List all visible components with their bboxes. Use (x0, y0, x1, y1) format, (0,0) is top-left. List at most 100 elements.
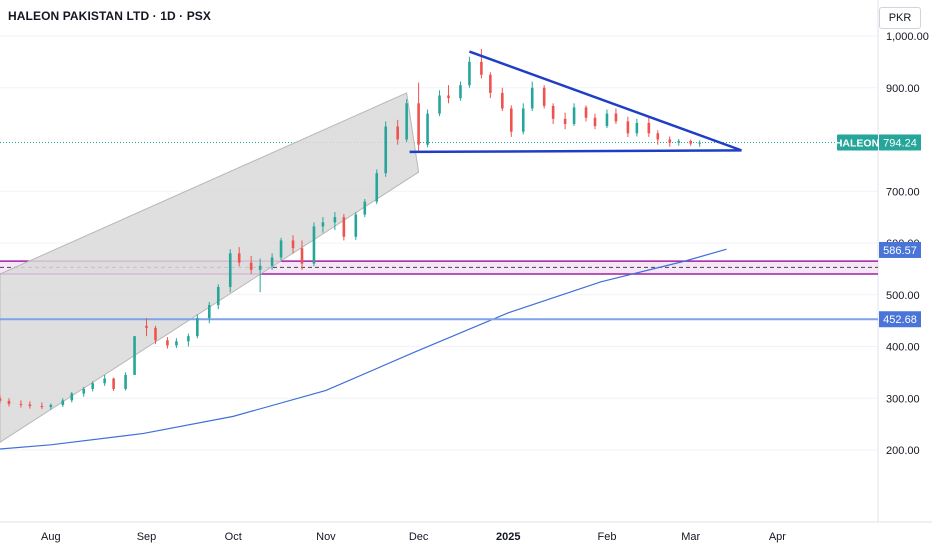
level-badge (879, 241, 921, 258)
up-candle (384, 121, 388, 177)
candle-body (354, 214, 358, 237)
ticker-tag-text: HALEON (835, 137, 879, 149)
candle-body (291, 240, 295, 249)
down-candle (489, 72, 492, 99)
down-candle (112, 377, 115, 392)
candle-body (447, 95, 450, 99)
candle-body (187, 336, 190, 342)
candle-body (154, 327, 157, 341)
down-candle (626, 116, 630, 137)
x-tick-label: Oct (225, 531, 242, 543)
candle-body (91, 383, 94, 389)
down-candle (154, 325, 157, 344)
candles (0, 48, 701, 410)
triangle-pattern (409, 50, 742, 154)
candle-body (509, 108, 513, 132)
up-candle (521, 103, 525, 135)
candle-body (40, 406, 44, 408)
up-candle (133, 336, 136, 375)
down-candle (593, 113, 597, 130)
down-candle (249, 255, 253, 275)
up-candle (677, 138, 681, 146)
up-candle (258, 258, 262, 293)
x-tick-label: Dec (409, 531, 429, 543)
up-candle (321, 217, 325, 233)
candle-body (626, 121, 630, 134)
candle-body (426, 113, 429, 145)
y-tick-label: 1,000.00 (886, 31, 929, 43)
level-badge (879, 311, 921, 328)
down-candle (584, 105, 588, 122)
down-candle (417, 82, 420, 153)
up-candle (49, 403, 53, 410)
down-candle (563, 112, 567, 130)
price-labels: HALEON 794.24 586.57 452.68 (835, 134, 921, 328)
down-candle (40, 402, 44, 410)
x-tick-label: 2025 (496, 531, 520, 543)
down-candle (300, 240, 304, 270)
y-tick-label: 400.00 (886, 342, 920, 354)
candle-body (542, 87, 546, 106)
candle-body (258, 265, 262, 270)
triangle-upper-line (469, 50, 742, 152)
candle-body (521, 108, 525, 132)
level-label: 452.68 (879, 311, 921, 328)
down-candle (19, 400, 23, 408)
ticker-tag (837, 134, 878, 151)
x-tick-label: Aug (41, 531, 61, 543)
candle-body (103, 378, 106, 384)
candle-body (593, 117, 597, 127)
candle-body (459, 85, 462, 99)
currency-button[interactable]: PKR (879, 7, 921, 29)
candle-body (405, 103, 408, 140)
up-candle (572, 103, 576, 127)
candle-body (61, 400, 65, 405)
candle-body (584, 107, 588, 118)
down-candle (237, 247, 241, 267)
y-tick-label: 900.00 (886, 83, 920, 95)
candle-body (635, 122, 639, 134)
moving-average (0, 248, 727, 450)
candle-body (279, 240, 283, 258)
up-candle (208, 301, 211, 324)
time-axis[interactable]: Aug Sep Oct Nov Dec 2025 Feb Mar Apr (41, 531, 786, 543)
up-candle (333, 211, 337, 231)
x-tick-label: Apr (769, 531, 786, 543)
down-candle (501, 87, 504, 112)
up-candle (468, 56, 471, 88)
up-candle (228, 249, 232, 293)
candle-body (396, 126, 399, 140)
x-tick-label: Mar (681, 531, 700, 543)
moving-average-line (0, 248, 727, 450)
candle-body (175, 341, 178, 346)
down-candle (647, 117, 651, 137)
up-candle (270, 253, 274, 270)
up-candle (124, 372, 127, 391)
candle-body (124, 374, 127, 389)
candle-body (668, 139, 672, 143)
candle-body (228, 253, 232, 287)
candle-body (312, 226, 316, 264)
up-candle (635, 118, 639, 137)
up-candle (363, 199, 367, 218)
up-candle (279, 237, 283, 261)
candle-body (300, 248, 304, 264)
up-candle (61, 398, 65, 408)
x-tick-label: Sep (137, 531, 157, 543)
level-label: 586.57 (879, 241, 921, 258)
candle-body (563, 118, 567, 124)
down-candle (447, 85, 450, 104)
candle-body (501, 92, 504, 109)
down-candle (689, 139, 692, 146)
last-price-badge (879, 134, 921, 151)
candle-body (133, 336, 136, 375)
last-price-text: 794.24 (883, 137, 917, 149)
candle-body (363, 201, 367, 215)
candle-body (270, 257, 274, 266)
down-candle (396, 119, 399, 145)
up-candle (91, 381, 94, 392)
candle-body (656, 133, 660, 140)
down-candle (480, 48, 483, 79)
